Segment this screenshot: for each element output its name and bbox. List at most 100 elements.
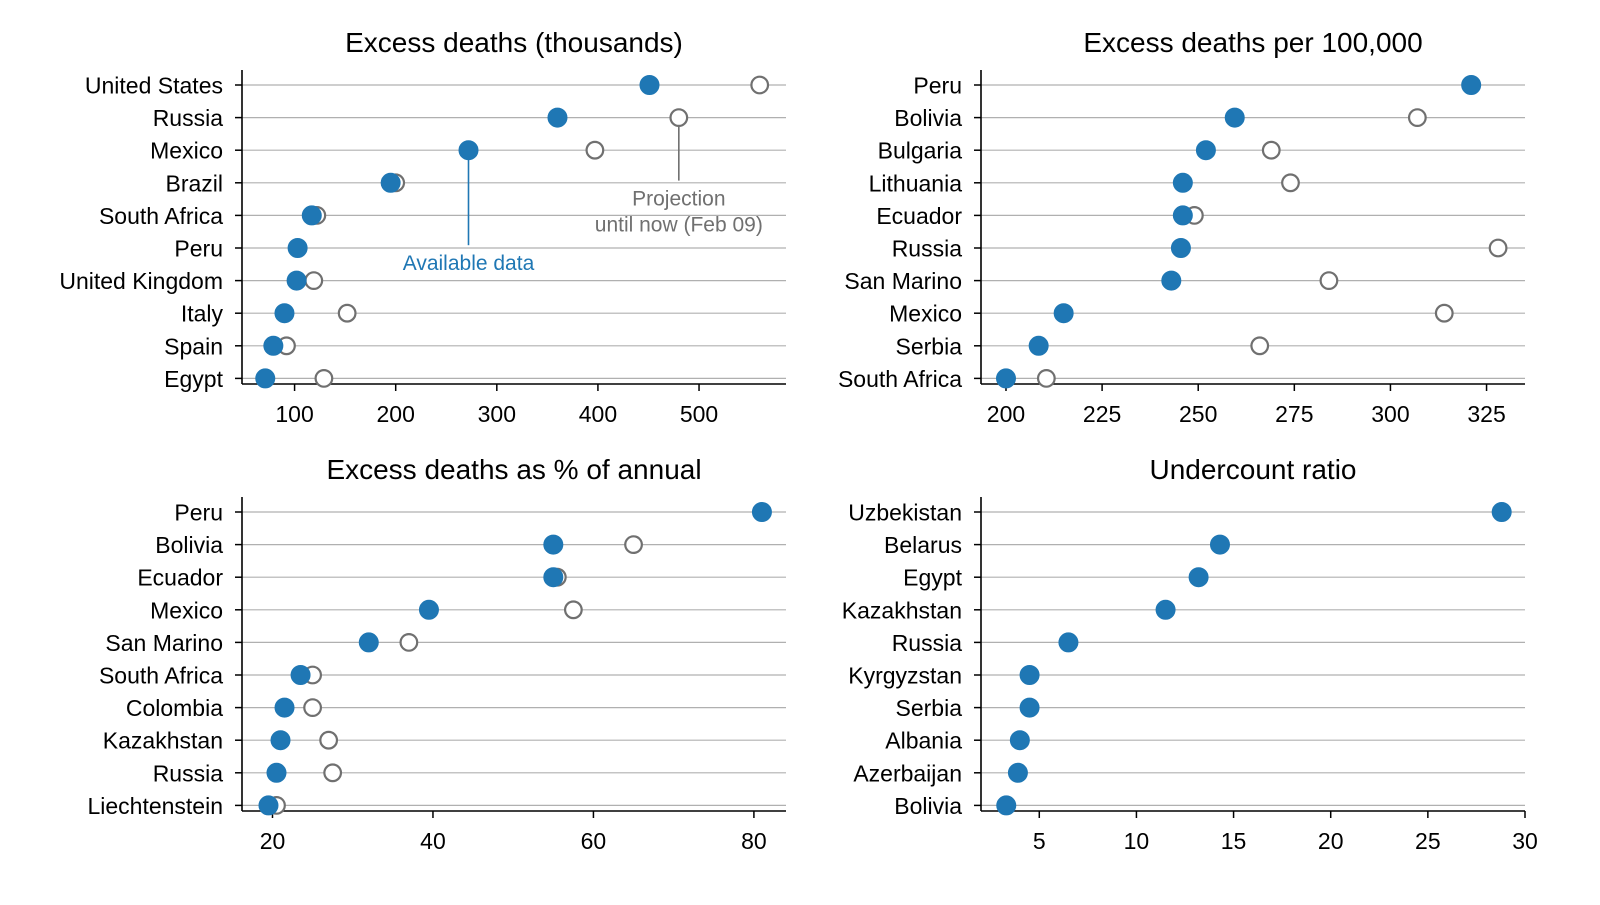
point-available-peru <box>751 502 772 522</box>
chart-title: Excess deaths per 100,000 <box>1083 27 1422 58</box>
x-tick-label: 5 <box>1033 828 1046 854</box>
point-available-san-marino <box>358 632 379 653</box>
x-tick-label: 20 <box>260 828 286 854</box>
point-available-serbia <box>1019 697 1040 718</box>
y-tick-label: Albania <box>885 728 962 754</box>
y-tick-label: Bolivia <box>155 532 223 558</box>
annotation-label: Projection <box>632 188 725 211</box>
y-tick-label: Kazakhstan <box>103 728 223 754</box>
annotation-label: until now (Feb 09) <box>595 214 763 237</box>
y-tick-label: Ecuador <box>876 203 962 229</box>
point-available-south-africa <box>301 205 322 226</box>
y-tick-label: South Africa <box>99 663 223 689</box>
point-projection-egypt <box>314 369 334 388</box>
point-available-albania <box>1009 730 1030 751</box>
point-available-uzbekistan <box>1491 502 1512 522</box>
point-projection-lithuania <box>1281 173 1300 193</box>
point-available-bulgaria <box>1195 140 1216 161</box>
y-tick-label: Azerbaijan <box>853 760 962 786</box>
y-tick-label: Bulgaria <box>878 138 963 164</box>
point-available-liechtenstein <box>258 795 279 816</box>
y-tick-label: Kyrgyzstan <box>848 663 962 689</box>
y-tick-label: Brazil <box>165 170 223 196</box>
y-tick-label: Peru <box>174 236 223 262</box>
point-available-kazakhstan <box>1155 599 1176 620</box>
y-tick-label: Serbia <box>896 333 963 359</box>
point-available-brazil <box>380 172 401 193</box>
point-available-san-marino <box>1161 270 1182 291</box>
point-available-russia <box>547 107 568 128</box>
point-projection-united-states <box>750 75 770 95</box>
point-available-spain <box>263 335 284 356</box>
x-tick-label: 10 <box>1124 828 1150 854</box>
y-tick-label: Belarus <box>884 532 962 558</box>
chart-panel-3: Excess deaths as % of annual Peru Bolivia E… <box>87 454 786 854</box>
y-tick-label: United Kingdom <box>59 268 223 294</box>
y-tick-label: Peru <box>913 73 962 99</box>
point-projection-mexico <box>1434 303 1454 323</box>
x-tick-label: 200 <box>377 401 415 427</box>
point-projection-bulgaria <box>1261 140 1281 160</box>
point-available-russia <box>266 762 287 783</box>
point-available-kazakhstan <box>270 730 291 751</box>
point-available-serbia <box>1028 335 1049 356</box>
chart-title: Undercount ratio <box>1149 454 1356 485</box>
y-tick-label: Spain <box>164 333 223 359</box>
y-tick-label: Bolivia <box>894 793 962 819</box>
chart-panel-4: Undercount ratio Uzbekistan Belarus Egypt Ka… <box>842 454 1538 854</box>
point-available-egypt <box>1188 567 1209 588</box>
x-tick-label: 250 <box>1179 401 1217 427</box>
y-tick-label: Liechtenstein <box>87 793 223 819</box>
point-available-ecuador <box>1172 205 1193 226</box>
point-projection-bolivia <box>624 535 643 554</box>
y-tick-label: Peru <box>174 500 223 526</box>
point-available-peru <box>1461 75 1482 95</box>
point-available-peru <box>287 238 308 258</box>
point-projection-mexico <box>563 600 583 620</box>
chart-title: Excess deaths (thousands) <box>345 27 683 58</box>
x-tick-label: 30 <box>1512 828 1538 854</box>
point-projection-italy <box>337 303 357 323</box>
y-tick-label: Russia <box>153 105 224 131</box>
y-tick-label: Russia <box>892 630 963 656</box>
x-tick-label: 25 <box>1415 828 1441 854</box>
x-tick-label: 40 <box>420 828 446 854</box>
y-tick-label: San Marino <box>844 268 962 294</box>
annotation-label: Available data <box>403 252 535 275</box>
point-projection-san-marino <box>399 633 419 652</box>
point-projection-russia <box>323 763 343 783</box>
y-tick-label: Uzbekistan <box>848 500 962 526</box>
point-available-united-kingdom <box>286 270 307 291</box>
y-tick-label: Lithuania <box>869 170 963 196</box>
y-tick-label: United States <box>85 73 223 99</box>
x-tick-label: 275 <box>1275 401 1313 427</box>
y-tick-label: Colombia <box>126 695 223 721</box>
y-tick-label: Serbia <box>896 695 963 721</box>
x-tick-label: 20 <box>1318 828 1344 854</box>
chart-title: Excess deaths as % of annual <box>326 454 701 485</box>
point-projection-colombia <box>303 698 323 717</box>
point-available-south-africa <box>290 665 311 685</box>
point-available-lithuania <box>1172 172 1193 193</box>
point-projection-kazakhstan <box>319 730 339 750</box>
y-tick-label: Mexico <box>150 138 223 164</box>
point-projection-mexico <box>585 140 605 160</box>
point-available-colombia <box>274 697 295 718</box>
point-available-bolivia <box>1224 107 1245 128</box>
y-tick-label: Russia <box>153 760 224 786</box>
x-tick-label: 300 <box>478 401 516 427</box>
point-available-bolivia <box>996 795 1017 816</box>
point-projection-russia <box>669 108 689 127</box>
point-available-russia <box>1170 238 1191 258</box>
y-tick-label: Russia <box>892 236 963 262</box>
chart-panel-2: Excess deaths per 100,000 Peru Bolivia Bulg… <box>838 27 1525 427</box>
x-tick-label: 225 <box>1083 401 1121 427</box>
point-available-russia <box>1058 632 1079 653</box>
point-available-mexico <box>458 140 479 161</box>
point-available-ecuador <box>543 567 564 588</box>
point-available-mexico <box>418 599 439 620</box>
y-tick-label: San Marino <box>105 630 223 656</box>
chart-panel-1: Excess deaths (thousands) United States Ru… <box>59 27 786 427</box>
y-tick-label: Mexico <box>889 301 962 327</box>
